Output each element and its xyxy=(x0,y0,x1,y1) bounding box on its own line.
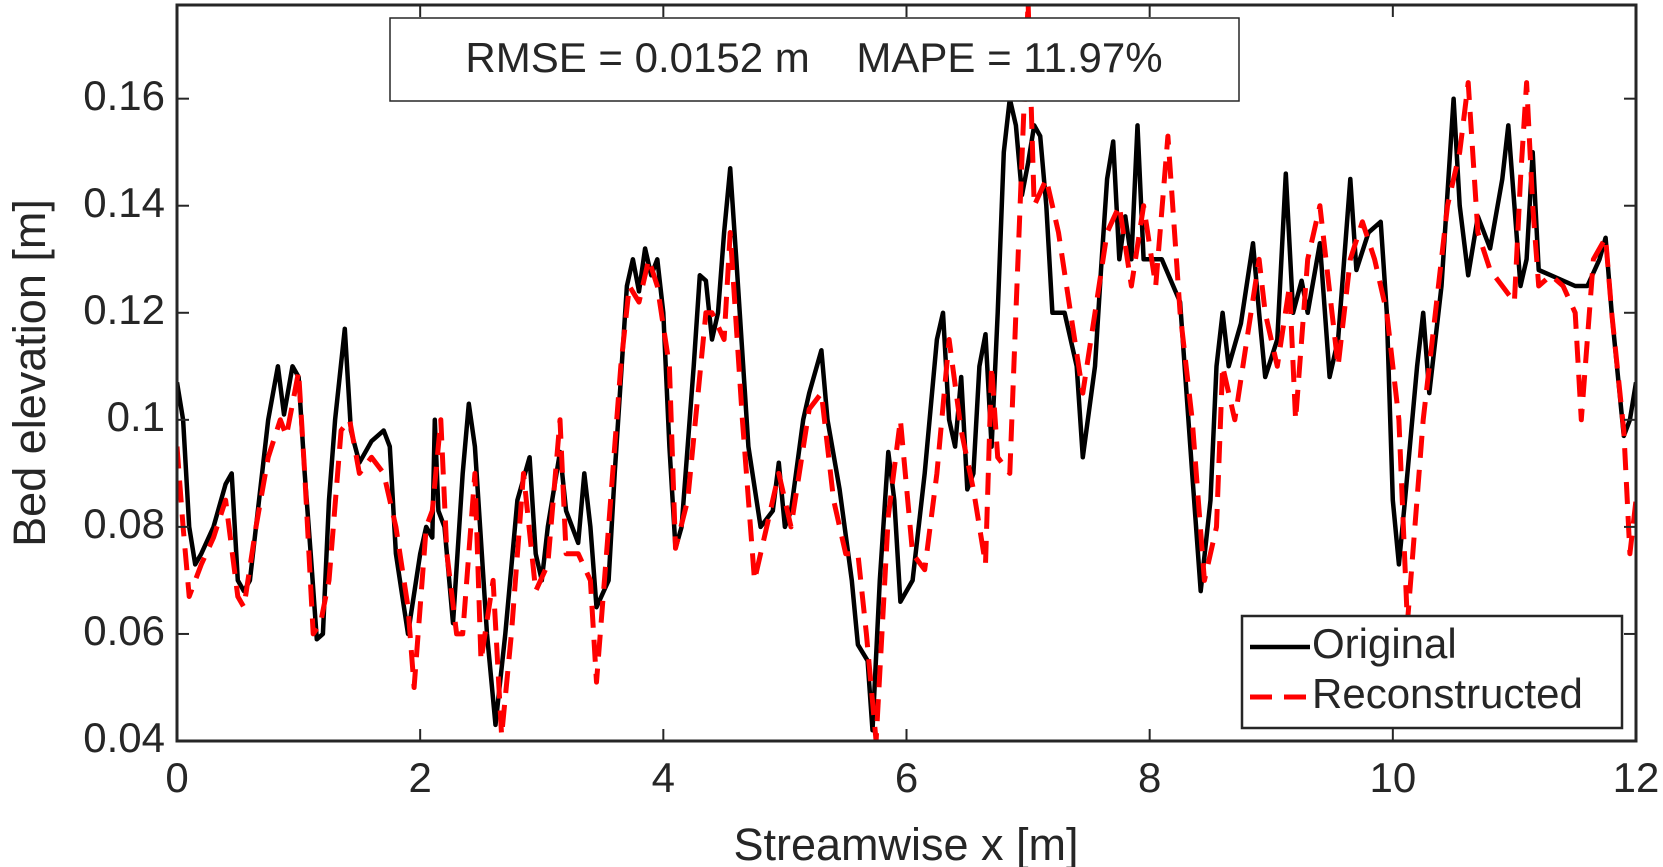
x-tick-label: 0 xyxy=(165,754,188,801)
x-tick-label: 12 xyxy=(1613,754,1660,801)
y-tick-label: 0.04 xyxy=(83,714,165,761)
x-tick-label: 4 xyxy=(652,754,675,801)
legend-label: Reconstructed xyxy=(1312,670,1583,717)
y-tick-label: 0.16 xyxy=(83,72,165,119)
y-tick-label: 0.08 xyxy=(83,500,165,547)
y-axis-label: Bed elevation [m] xyxy=(4,199,55,547)
plot-lines xyxy=(177,5,1636,741)
legend-box xyxy=(1240,614,1624,730)
x-tick-label: 2 xyxy=(408,754,431,801)
x-tick-label: 8 xyxy=(1138,754,1161,801)
x-axis-label: Streamwise x [m] xyxy=(733,819,1078,867)
y-tick-label: 0.14 xyxy=(83,179,165,226)
annotation-box xyxy=(389,17,1240,102)
y-tick-label: 0.12 xyxy=(83,286,165,333)
y-tick-label: 0.06 xyxy=(83,607,165,654)
x-tick-label: 6 xyxy=(895,754,918,801)
legend-label: Original xyxy=(1312,620,1457,667)
y-tick-label: 0.1 xyxy=(107,393,165,440)
annotation: RMSE = 0.0152 m MAPE = 11.97% xyxy=(465,34,1162,81)
series-line xyxy=(177,5,1636,741)
x-tick-label: 10 xyxy=(1369,754,1416,801)
